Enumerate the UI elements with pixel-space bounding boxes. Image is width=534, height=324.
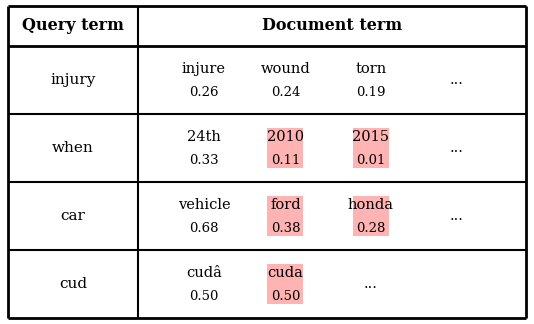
Text: 0.11: 0.11 bbox=[271, 155, 300, 168]
Text: cud: cud bbox=[59, 277, 87, 291]
Text: honda: honda bbox=[348, 198, 394, 212]
Text: 0.19: 0.19 bbox=[356, 87, 386, 99]
Text: 0.50: 0.50 bbox=[271, 290, 300, 303]
Text: ...: ... bbox=[449, 209, 463, 223]
Text: cudâ: cudâ bbox=[186, 266, 222, 280]
Text: 0.26: 0.26 bbox=[189, 87, 219, 99]
Text: wound: wound bbox=[261, 62, 310, 76]
Text: 0.33: 0.33 bbox=[189, 155, 219, 168]
Text: 0.01: 0.01 bbox=[356, 155, 386, 168]
Text: vehicle: vehicle bbox=[178, 198, 230, 212]
Bar bbox=[268, 196, 303, 236]
Text: torn: torn bbox=[355, 62, 387, 76]
Text: ...: ... bbox=[449, 73, 463, 87]
Text: 0.50: 0.50 bbox=[189, 290, 218, 303]
Text: ...: ... bbox=[449, 141, 463, 155]
Bar bbox=[353, 196, 389, 236]
Bar bbox=[353, 128, 389, 168]
Text: Document term: Document term bbox=[262, 17, 402, 34]
Text: 0.24: 0.24 bbox=[271, 87, 300, 99]
Text: injury: injury bbox=[50, 73, 96, 87]
Text: when: when bbox=[52, 141, 94, 155]
Bar bbox=[268, 264, 303, 304]
Text: injure: injure bbox=[182, 62, 226, 76]
Text: cuda: cuda bbox=[268, 266, 303, 280]
Bar bbox=[268, 128, 303, 168]
Text: Query term: Query term bbox=[22, 17, 124, 34]
Text: 2010: 2010 bbox=[267, 130, 304, 144]
Text: ...: ... bbox=[364, 277, 378, 291]
Text: 24th: 24th bbox=[187, 130, 221, 144]
Text: 0.68: 0.68 bbox=[189, 222, 219, 236]
Text: car: car bbox=[60, 209, 85, 223]
Text: ford: ford bbox=[270, 198, 301, 212]
Text: 2015: 2015 bbox=[352, 130, 389, 144]
Text: 0.28: 0.28 bbox=[356, 222, 386, 236]
Text: 0.38: 0.38 bbox=[271, 222, 300, 236]
